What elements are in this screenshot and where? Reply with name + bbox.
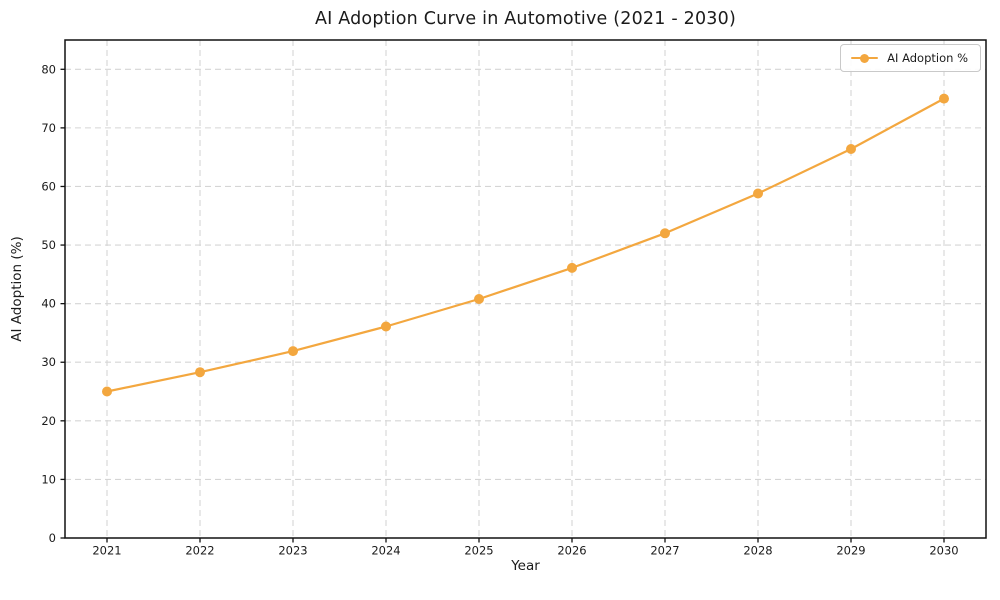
x-axis-label: Year bbox=[511, 558, 540, 574]
data-point-marker bbox=[195, 367, 205, 378]
y-tick-label: 10 bbox=[41, 472, 56, 486]
x-tick-label: 2026 bbox=[557, 544, 586, 558]
series-markers bbox=[102, 93, 949, 397]
series-line bbox=[105, 97, 946, 393]
x-tick-label: 2028 bbox=[743, 544, 772, 558]
data-point-marker bbox=[753, 188, 763, 199]
y-tick-label: 20 bbox=[41, 414, 56, 428]
gridlines bbox=[65, 40, 986, 539]
y-tick-label: 80 bbox=[41, 62, 56, 76]
x-tick-label: 2021 bbox=[92, 544, 121, 558]
data-point-marker bbox=[474, 294, 484, 304]
y-axis-label: AI Adoption (%) bbox=[9, 236, 25, 342]
y-tick-label: 30 bbox=[41, 355, 56, 369]
y-tick-label: 40 bbox=[41, 297, 56, 311]
legend-line-marker-icon bbox=[851, 53, 879, 63]
axis-ticks bbox=[60, 68, 945, 543]
x-tick-label: 2029 bbox=[836, 544, 865, 558]
x-tick-label: 2022 bbox=[185, 544, 214, 558]
data-point-marker bbox=[846, 144, 856, 154]
data-point-marker bbox=[288, 346, 298, 357]
x-tick-label: 2027 bbox=[650, 544, 679, 558]
data-point-marker bbox=[660, 228, 670, 239]
chart-title: AI Adoption Curve in Automotive (2021 - … bbox=[314, 9, 737, 29]
x-tick-label: 2025 bbox=[464, 544, 493, 558]
data-point-marker bbox=[567, 262, 577, 273]
x-tick-label: 2024 bbox=[371, 544, 400, 558]
data-point-marker bbox=[381, 321, 391, 332]
tick-labels: 2021 2022 2023 2024 2025 2026 2027 2028 2029 2030… bbox=[41, 62, 958, 557]
y-tick-label: 60 bbox=[41, 179, 56, 193]
y-tick-label: 70 bbox=[41, 121, 56, 135]
x-tick-label: 2023 bbox=[278, 544, 307, 558]
y-tick-label: 50 bbox=[41, 238, 56, 252]
legend: AI Adoption % bbox=[840, 44, 981, 72]
data-point-marker bbox=[102, 386, 112, 397]
axes-frame bbox=[64, 39, 987, 539]
x-tick-label: 2030 bbox=[929, 544, 958, 558]
legend-dot-sample bbox=[860, 53, 870, 63]
data-point-marker bbox=[939, 93, 949, 104]
legend-label: AI Adoption % bbox=[887, 51, 968, 65]
y-tick-label: 0 bbox=[49, 531, 56, 545]
